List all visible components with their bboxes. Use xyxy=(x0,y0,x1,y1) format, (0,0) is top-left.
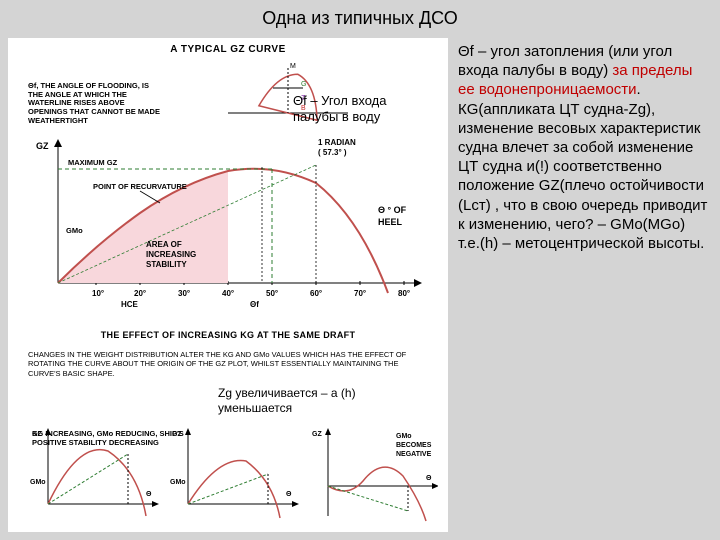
slide-title: Одна из типичных ДСО xyxy=(0,8,720,29)
svg-text:30°: 30° xyxy=(178,289,190,298)
svg-text:GMo: GMo xyxy=(30,479,46,486)
svg-text:1 RADIAN: 1 RADIAN xyxy=(318,138,356,147)
callout-theta-f: Θf – Угол входа палубы в воду xyxy=(293,93,413,126)
svg-text:Θ: Θ xyxy=(286,491,292,498)
svg-text:STABILITY: STABILITY xyxy=(146,260,187,269)
figure-panel: A TYPICAL GZ CURVE G Z B M Θf, THE ANGLE… xyxy=(8,38,448,532)
svg-text:GMo: GMo xyxy=(396,433,412,440)
svg-text:10°: 10° xyxy=(92,289,104,298)
svg-text:AREA OF: AREA OF xyxy=(146,240,182,249)
gz-curve-main: GZ Θ ° OF HEEL 10° 20° 30° 40° 50° 60° 7… xyxy=(18,133,438,313)
svg-text:50°: 50° xyxy=(266,289,278,298)
svg-text:Θ: Θ xyxy=(426,475,432,482)
svg-text:HCE: HCE xyxy=(121,300,139,309)
effect-note: CHANGES IN THE WEIGHT DISTRIBUTION ALTER… xyxy=(28,350,428,378)
svg-text:GMo: GMo xyxy=(66,226,83,235)
svg-text:INCREASING: INCREASING xyxy=(146,250,196,259)
svg-text:20°: 20° xyxy=(134,289,146,298)
svg-text:Θ ° OF: Θ ° OF xyxy=(378,205,407,215)
mini-curves: GZ Θ GMo GZ Θ GMo xyxy=(18,426,438,526)
svg-text:M: M xyxy=(290,63,296,70)
svg-text:GZ: GZ xyxy=(36,141,49,151)
flooding-angle-note: Θf, THE ANGLE OF FLOODING, IS THE ANGLE … xyxy=(28,82,163,125)
body-text: Θf – угол затопления (или угол входа пал… xyxy=(458,42,710,253)
svg-text:BECOMES: BECOMES xyxy=(396,442,432,449)
svg-text:GZ: GZ xyxy=(32,431,42,438)
svg-text:60°: 60° xyxy=(310,289,322,298)
svg-text:( 57.3° ): ( 57.3° ) xyxy=(318,148,347,157)
svg-text:HEEL: HEEL xyxy=(378,217,403,227)
figure-title: A TYPICAL GZ CURVE xyxy=(8,44,448,55)
svg-text:GMo: GMo xyxy=(170,479,186,486)
svg-text:GZ: GZ xyxy=(172,431,182,438)
svg-text:POINT OF RECURVATURE: POINT OF RECURVATURE xyxy=(93,182,187,191)
svg-text:80°: 80° xyxy=(398,289,410,298)
svg-text:Θ: Θ xyxy=(146,491,152,498)
svg-text:NEGATIVE: NEGATIVE xyxy=(396,451,432,458)
effect-subtitle: THE EFFECT OF INCREASING KG AT THE SAME … xyxy=(8,330,448,340)
callout-zg: Zg увеличивается – a (h) уменьшается xyxy=(218,386,428,416)
svg-text:40°: 40° xyxy=(222,289,234,298)
svg-text:G: G xyxy=(301,81,306,88)
svg-text:70°: 70° xyxy=(354,289,366,298)
svg-text:Θf: Θf xyxy=(250,300,259,309)
svg-text:MAXIMUM GZ: MAXIMUM GZ xyxy=(68,158,118,167)
svg-text:GZ: GZ xyxy=(312,431,322,438)
